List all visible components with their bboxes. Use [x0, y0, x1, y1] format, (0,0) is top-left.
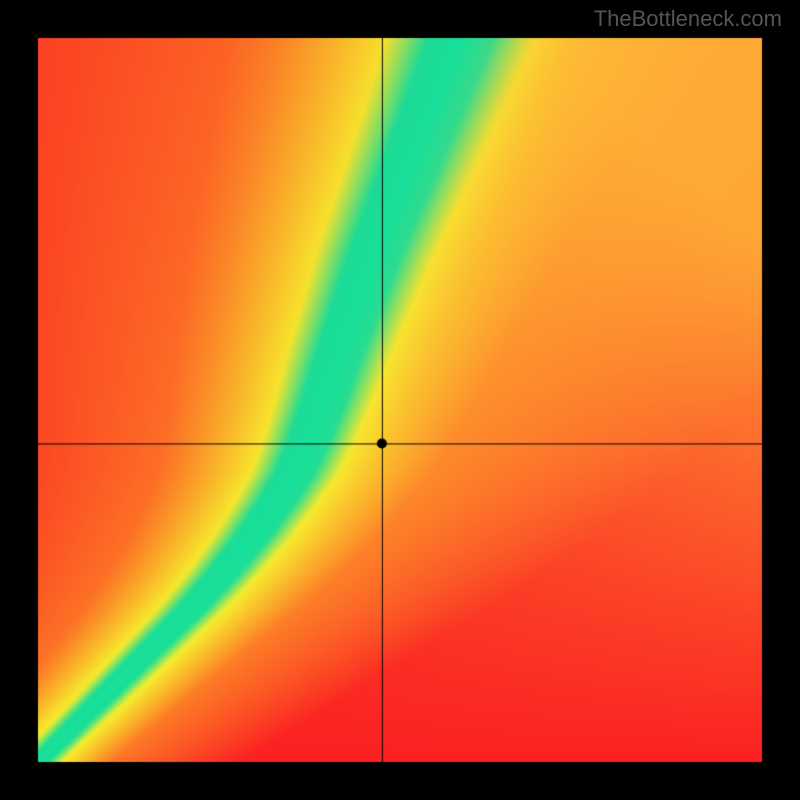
bottleneck-heatmap [0, 0, 800, 800]
watermark-text: TheBottleneck.com [594, 6, 782, 32]
